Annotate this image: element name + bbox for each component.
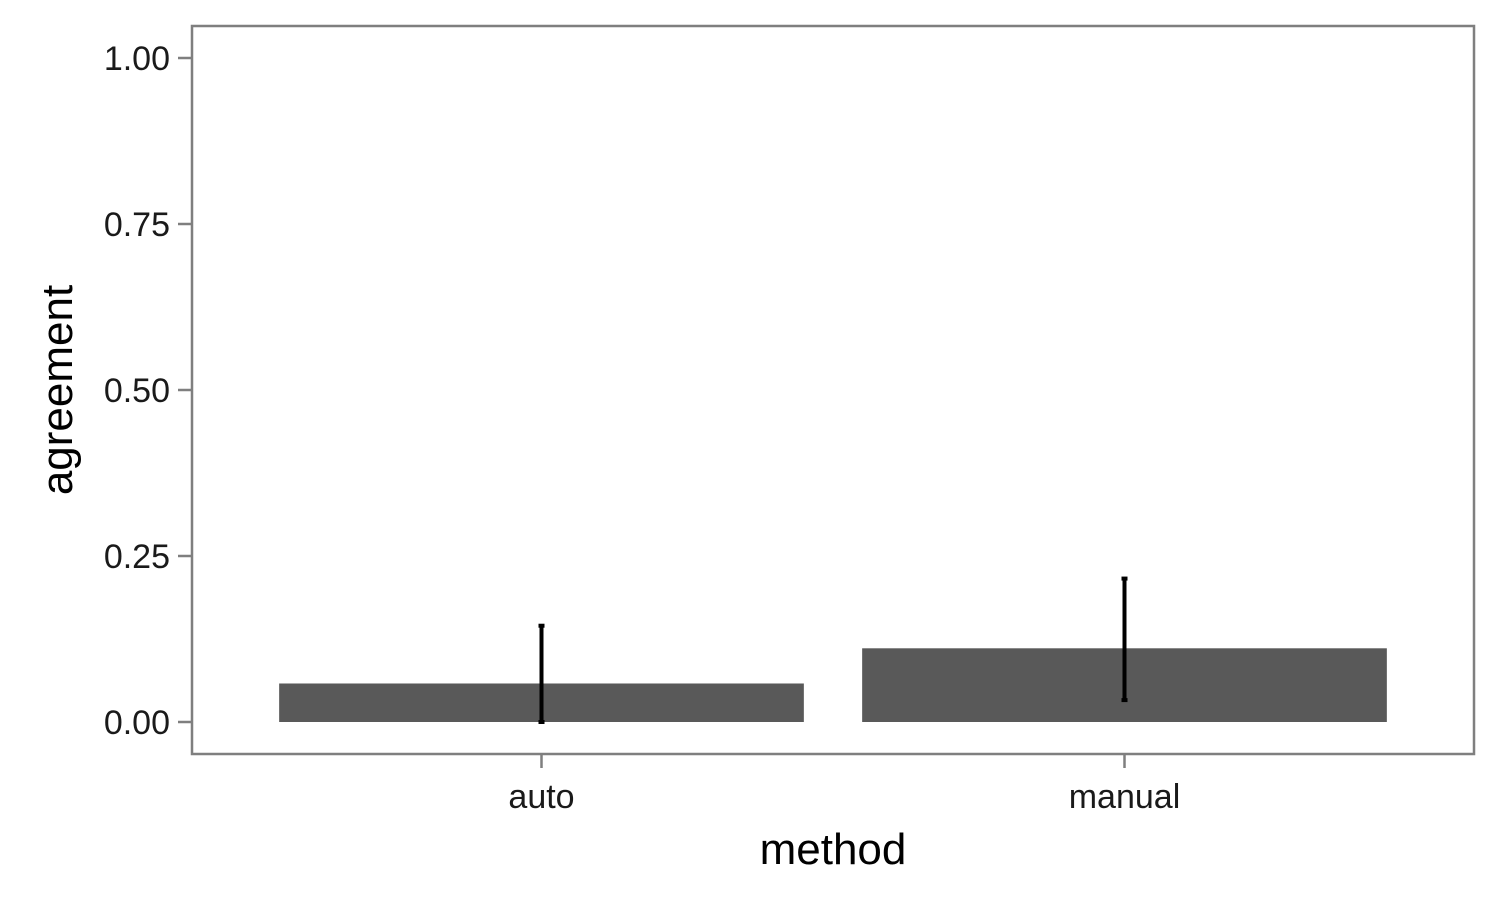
y-axis-title: agreement: [33, 285, 82, 495]
y-axis: 0.00 0.25 0.50 0.75 1.00: [104, 40, 192, 742]
error-bars: [538, 576, 1128, 724]
x-axis-title: method: [760, 825, 907, 874]
y-tick-label: 0.00: [104, 704, 170, 742]
y-tick-label: 0.50: [104, 372, 170, 410]
plot-panel: [190, 24, 1476, 756]
y-tick-label: 1.00: [104, 40, 170, 78]
y-tick-label: 0.75: [104, 206, 170, 244]
x-tick-label: manual: [1069, 778, 1181, 816]
x-axis: auto manual: [508, 754, 1180, 816]
y-tick-label: 0.25: [104, 538, 170, 576]
x-tick-label: auto: [508, 778, 574, 816]
